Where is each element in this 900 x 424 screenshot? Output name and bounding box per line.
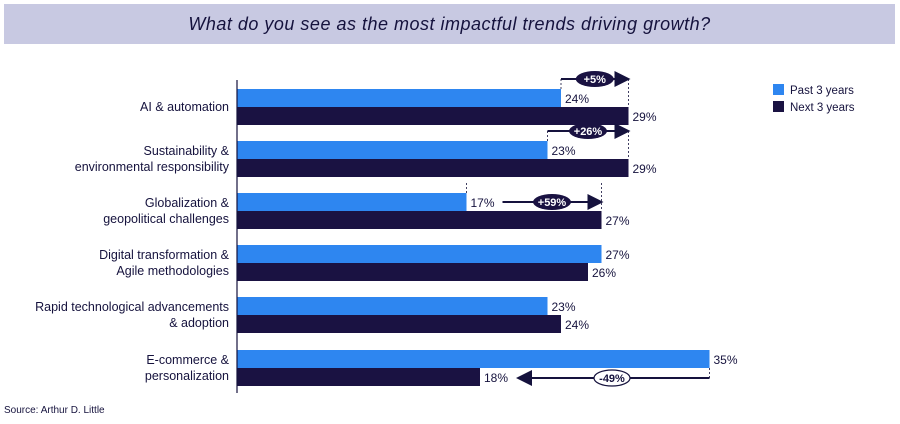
bar-past-2 [237,193,467,211]
title-bar: What do you see as the most impactful tr… [4,4,895,44]
label-past-5: 35% [714,353,738,367]
bar-next-1 [237,159,629,177]
bar-past-3 [237,245,602,263]
label-past-4: 23% [552,300,576,314]
change-badge-1 [569,123,607,139]
category-label-0-0: AI & automation [140,100,229,114]
change-badge-0 [575,71,614,87]
change-badge-3 [593,369,631,387]
label-next-1: 29% [633,162,657,176]
legend-label-past: Past 3 years [790,85,854,97]
bar-next-0 [237,107,629,125]
label-next-0: 29% [633,110,657,124]
category-label-2-0: Globalization & [145,196,230,210]
label-past-3: 27% [606,248,630,262]
bar-past-0 [237,89,561,107]
bar-past-5 [237,350,710,368]
category-label-5-1: personalization [145,369,229,383]
chart-title: What do you see as the most impactful tr… [188,13,711,34]
change-label-3: -49% [599,373,625,385]
category-label-3-1: Agile methodologies [116,264,229,278]
bar-past-4 [237,297,548,315]
label-past-2: 17% [471,196,495,210]
category-label-3-0: Digital transformation & [99,248,230,262]
category-label-2-1: geopolitical challenges [103,212,229,226]
legend-label-next: Next 3 years [790,102,855,114]
legend-swatch-past [773,84,784,95]
label-next-5: 18% [484,371,508,385]
category-label-1-1: environmental responsibility [75,160,230,174]
category-label-4-0: Rapid technological advancements [35,300,229,314]
bar-next-5 [237,368,480,386]
change-label-2: +59% [538,197,567,209]
label-past-1: 23% [552,144,576,158]
change-badge-2 [533,194,571,210]
category-label-4-1: & adoption [169,316,229,330]
change-label-0: +5% [584,74,607,86]
label-next-2: 27% [606,214,630,228]
label-next-3: 26% [592,266,616,280]
change-label-1: +26% [574,126,603,138]
bar-next-3 [237,263,588,281]
label-next-4: 24% [565,318,589,332]
category-label-5-0: E-commerce & [146,353,229,367]
bar-next-2 [237,211,602,229]
label-past-0: 24% [565,92,589,106]
bar-past-1 [237,141,548,159]
legend-swatch-next [773,101,784,112]
category-label-1-0: Sustainability & [144,144,230,158]
source-note: Source: Arthur D. Little [4,405,105,416]
bar-next-4 [237,315,561,333]
